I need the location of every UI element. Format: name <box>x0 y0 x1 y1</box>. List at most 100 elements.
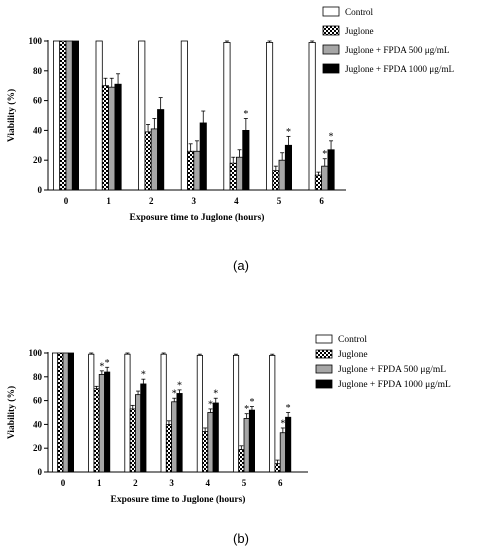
x-tick-label: 1 <box>97 478 102 488</box>
y-tick-label: 80 <box>33 372 43 382</box>
y-axis-label: Viability (%) <box>6 89 17 142</box>
significance-marker: * <box>99 361 104 372</box>
significance-marker: * <box>280 418 285 429</box>
significance-marker: * <box>243 109 248 120</box>
bar <box>157 109 165 191</box>
caption-b: (b) <box>233 531 249 546</box>
bar <box>65 40 73 191</box>
bar <box>176 393 183 473</box>
legend-swatch <box>322 63 340 74</box>
legend-label: Juglone + FPDA 500 μg/mL <box>345 45 450 55</box>
bar <box>53 40 61 191</box>
bar <box>248 409 256 473</box>
x-tick-label: 4 <box>234 196 239 206</box>
bar <box>144 131 152 191</box>
y-tick-label: 60 <box>33 396 43 406</box>
bar <box>165 423 173 473</box>
x-tick-label: 0 <box>64 196 69 206</box>
x-tick-label: 3 <box>192 196 197 206</box>
legend-label: Juglone + FPDA 1000 μg/mL <box>345 64 455 74</box>
legend-swatch <box>322 44 340 55</box>
x-tick-label: 5 <box>242 478 247 488</box>
bar <box>67 352 75 473</box>
significance-marker: * <box>177 380 182 391</box>
bar <box>150 128 158 191</box>
caption-a: (a) <box>233 258 249 273</box>
bar <box>212 402 219 473</box>
bar <box>101 85 110 191</box>
bar <box>229 162 237 191</box>
bar <box>104 371 111 473</box>
x-axis-label: Exposure time to Juglone (hours) <box>111 494 246 505</box>
legend-swatch <box>315 349 333 359</box>
y-tick-label: 60 <box>33 96 43 106</box>
y-tick-label: 100 <box>29 348 43 358</box>
bar <box>321 165 329 191</box>
significance-marker: * <box>172 389 177 400</box>
significance-marker: * <box>208 399 213 410</box>
bar <box>265 42 274 191</box>
x-tick-label: 3 <box>169 478 174 488</box>
bar <box>134 394 142 473</box>
legend-label: Juglone + FPDA 500 μg/mL <box>338 365 446 375</box>
significance-marker: * <box>244 404 249 415</box>
bar <box>199 122 207 191</box>
bar <box>160 353 167 473</box>
legend-swatch <box>315 364 333 374</box>
bar <box>124 353 131 473</box>
significance-marker: * <box>141 370 146 381</box>
legend-label: Juglone <box>345 26 374 36</box>
y-tick-label: 0 <box>38 467 43 477</box>
bar <box>52 352 59 473</box>
bar <box>272 170 280 191</box>
y-tick-label: 40 <box>33 419 43 429</box>
bar <box>285 416 292 473</box>
significance-marker: * <box>286 127 291 138</box>
panel-b-chart: 0 20 40 60 80 100 Viability (%) Exposure time t… <box>6 334 451 505</box>
legend-label: Control <box>345 7 374 17</box>
legend-label: Control <box>338 335 367 345</box>
bar <box>284 144 292 191</box>
bar <box>138 40 146 191</box>
legend-label: Juglone + FPDA 1000 μg/mL <box>338 380 451 390</box>
bar <box>207 412 214 473</box>
bar <box>223 42 231 191</box>
x-tick-label: 2 <box>149 196 154 206</box>
significance-marker: * <box>249 397 254 408</box>
bar <box>279 432 286 473</box>
significance-marker: * <box>213 389 218 400</box>
significance-marker: * <box>322 149 327 160</box>
significance-marker: * <box>286 403 291 414</box>
bar <box>59 40 67 191</box>
bar <box>232 354 240 473</box>
bar <box>187 150 195 191</box>
bar <box>278 159 286 191</box>
significance-marker: * <box>105 358 110 369</box>
bar <box>114 83 122 191</box>
bar <box>238 448 245 473</box>
y-axis-label: Viability (%) <box>6 386 17 439</box>
x-tick-label: 1 <box>106 196 111 206</box>
x-axis-label: Exposure time to Juglone (hours) <box>130 212 265 223</box>
bar <box>327 149 335 191</box>
bar <box>62 352 69 473</box>
bar <box>196 354 203 473</box>
y-tick-label: 20 <box>33 443 43 453</box>
bar <box>314 174 322 191</box>
bar <box>193 150 201 191</box>
bar <box>93 388 100 473</box>
bar <box>129 408 136 473</box>
x-tick-label: 6 <box>278 478 283 488</box>
bar <box>202 431 209 473</box>
bar <box>269 354 276 473</box>
bar <box>108 86 116 191</box>
bar <box>180 40 188 191</box>
legend-swatch <box>322 6 340 17</box>
bar <box>95 40 103 191</box>
bar <box>98 374 105 473</box>
bar <box>274 463 281 473</box>
legend-swatch <box>315 334 333 344</box>
bar <box>171 401 178 473</box>
y-tick-label: 80 <box>33 66 43 76</box>
